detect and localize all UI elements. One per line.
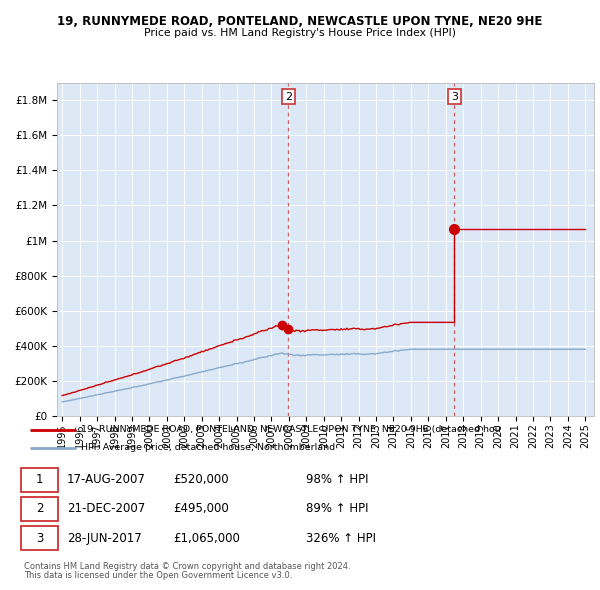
Text: 21-DEC-2007: 21-DEC-2007 (67, 502, 145, 516)
Text: 98% ↑ HPI: 98% ↑ HPI (306, 473, 368, 486)
Text: 3: 3 (36, 532, 43, 545)
Text: 19, RUNNYMEDE ROAD, PONTELAND, NEWCASTLE UPON TYNE, NE20 9HE (detached hou: 19, RUNNYMEDE ROAD, PONTELAND, NEWCASTLE… (82, 425, 501, 434)
Text: £520,000: £520,000 (173, 473, 229, 486)
FancyBboxPatch shape (21, 497, 58, 521)
Text: HPI: Average price, detached house, Northumberland: HPI: Average price, detached house, Nort… (82, 443, 335, 452)
Text: £495,000: £495,000 (173, 502, 229, 516)
Text: 17-AUG-2007: 17-AUG-2007 (67, 473, 146, 486)
Text: Contains HM Land Registry data © Crown copyright and database right 2024.: Contains HM Land Registry data © Crown c… (24, 562, 350, 571)
Text: 89% ↑ HPI: 89% ↑ HPI (306, 502, 368, 516)
Text: 1: 1 (36, 473, 43, 486)
Text: 28-JUN-2017: 28-JUN-2017 (67, 532, 142, 545)
Text: This data is licensed under the Open Government Licence v3.0.: This data is licensed under the Open Gov… (24, 571, 292, 580)
Text: 3: 3 (451, 91, 458, 101)
Text: 2: 2 (285, 91, 292, 101)
Text: £1,065,000: £1,065,000 (173, 532, 241, 545)
Text: 2: 2 (36, 502, 43, 516)
Text: Price paid vs. HM Land Registry's House Price Index (HPI): Price paid vs. HM Land Registry's House … (144, 28, 456, 38)
FancyBboxPatch shape (21, 467, 58, 492)
Text: 19, RUNNYMEDE ROAD, PONTELAND, NEWCASTLE UPON TYNE, NE20 9HE: 19, RUNNYMEDE ROAD, PONTELAND, NEWCASTLE… (58, 15, 542, 28)
Text: 326% ↑ HPI: 326% ↑ HPI (306, 532, 376, 545)
FancyBboxPatch shape (21, 526, 58, 550)
